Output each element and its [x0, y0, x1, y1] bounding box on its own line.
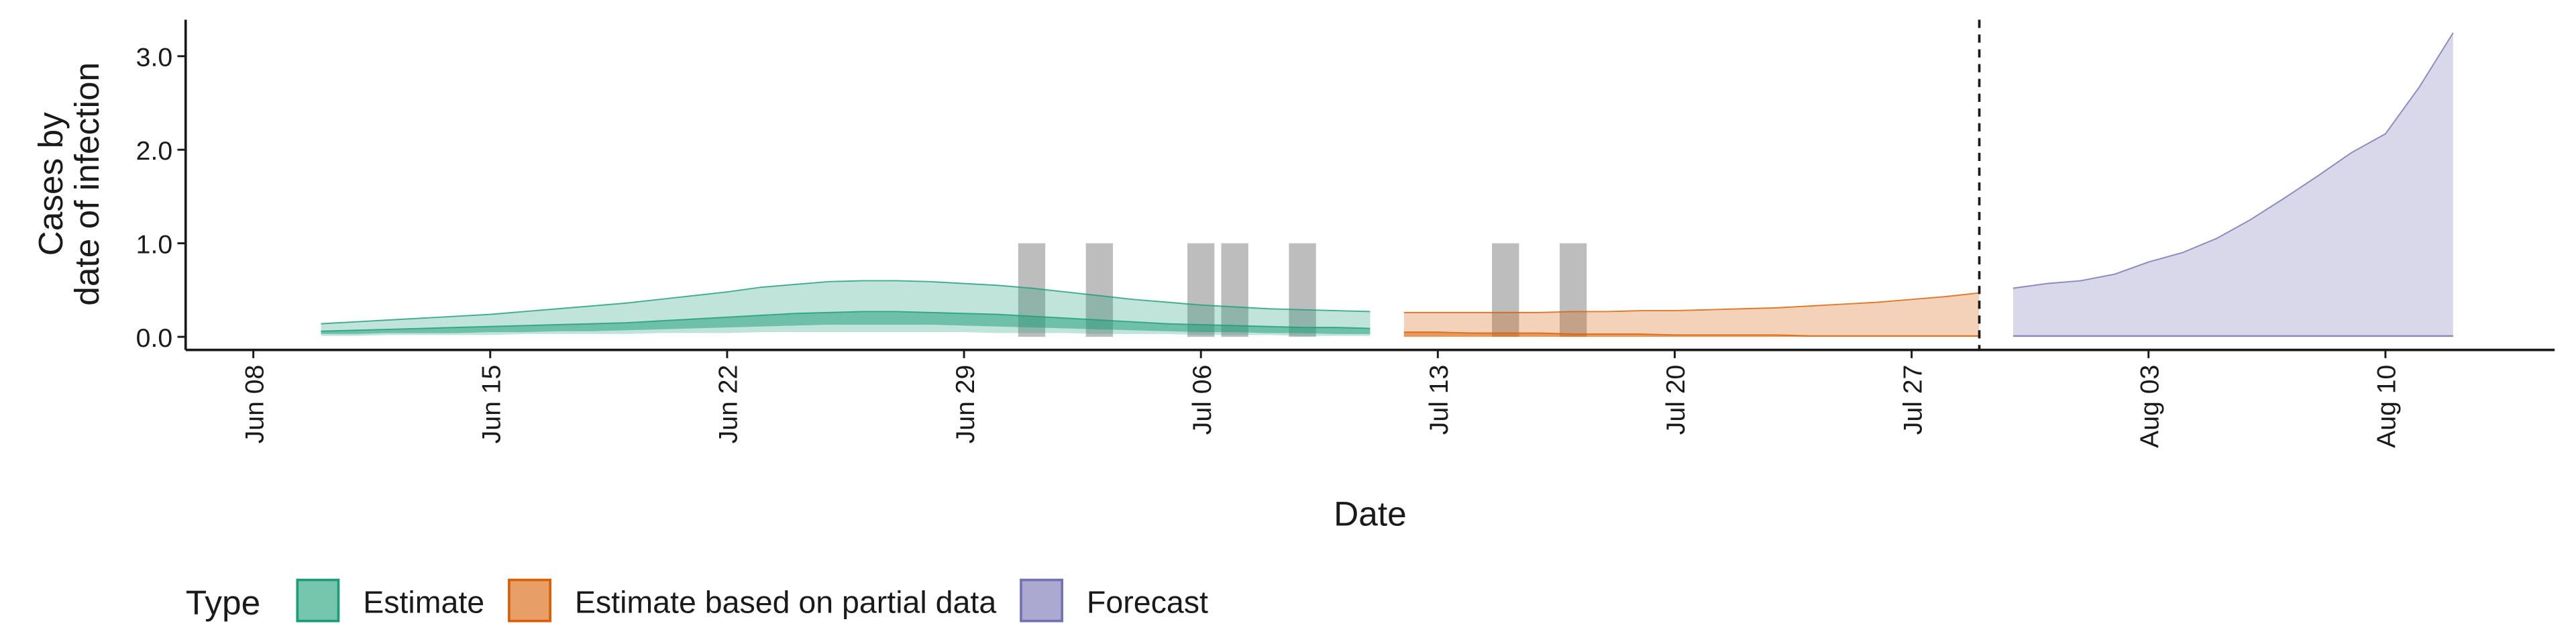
legend-label: Estimate: [363, 584, 484, 619]
y-tick-label: 2.0: [136, 137, 172, 166]
outer-ribbon: [2012, 32, 2453, 337]
x-tick-label: Jun 29: [951, 365, 980, 444]
y-tick-label: 1.0: [136, 230, 172, 259]
y-axis-title: date of infection: [67, 62, 106, 306]
x-tick-label: Jul 27: [1898, 365, 1927, 435]
outer-ribbon-edge: [1403, 292, 1980, 313]
legend-key: [296, 578, 340, 623]
outer-ribbon-edge: [2012, 32, 2454, 289]
observed-bar: [1221, 243, 1248, 337]
legend-key: [508, 578, 551, 623]
y-tick-label: 0.0: [136, 324, 172, 353]
observed-bar: [1492, 243, 1519, 337]
legend-label: Forecast: [1087, 584, 1208, 619]
legend-label: Estimate based on partial data: [575, 584, 996, 619]
y-tick-label: 3.0: [136, 43, 172, 72]
x-tick-label: Aug 03: [2135, 365, 2164, 448]
x-tick-label: Jul 06: [1188, 365, 1217, 435]
y-axis-title: Cases by: [31, 112, 70, 256]
inner-ribbon-edge: [321, 311, 1371, 332]
x-tick-label: Jul 20: [1662, 365, 1690, 435]
x-tick-label: Jun 15: [477, 365, 506, 444]
legend-title: Type: [186, 583, 260, 622]
outer-ribbon-edge: [321, 280, 1371, 325]
inner-ribbon: [321, 311, 1371, 334]
observed-bar: [1559, 243, 1587, 337]
x-tick-label: Jul 13: [1425, 365, 1454, 435]
inner-ribbon: [1403, 332, 1980, 337]
legend-key: [1020, 578, 1064, 623]
x-tick-label: Jun 08: [240, 365, 269, 444]
x-tick-label: Jun 22: [714, 365, 743, 444]
observed-bar: [1289, 243, 1316, 337]
outer-ribbon: [1403, 292, 1980, 337]
x-tick-label: Aug 10: [2373, 365, 2402, 448]
observed-bar: [1187, 243, 1215, 337]
inner-ribbon-edge: [1403, 331, 1980, 337]
x-axis-title: Date: [1334, 494, 1407, 533]
